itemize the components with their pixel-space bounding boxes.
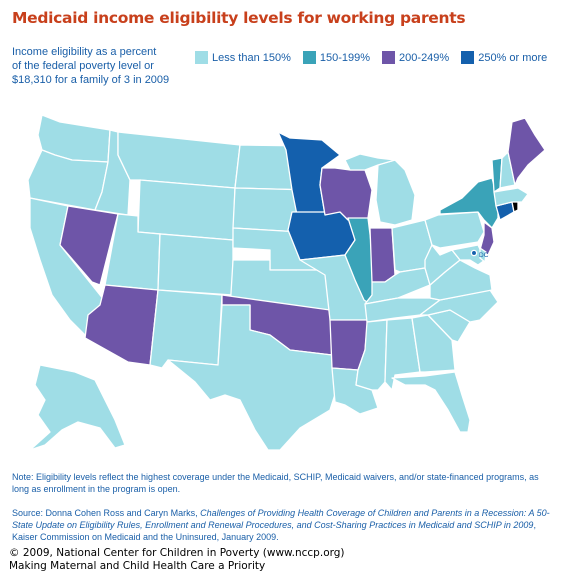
state-MI — [375, 159, 416, 226]
legend-item: Less than 150% — [195, 51, 291, 64]
state-ME — [507, 117, 546, 186]
legend-swatch — [461, 51, 475, 64]
state-WY — [137, 179, 236, 241]
state-IN — [369, 227, 396, 283]
source-title: Challenges of Providing Health Coverage … — [12, 508, 550, 530]
source: Source: Donna Cohen Ross and Caryn Marks… — [12, 507, 552, 543]
subtitle: Income eligibility as a percent of the f… — [12, 45, 182, 87]
source-suffix: , Kaiser Commission on Medicaid and the … — [12, 520, 536, 542]
state-MT — [117, 131, 241, 189]
state-AK — [29, 364, 126, 451]
chart-title: Medicaid income eligibility levels for w… — [12, 9, 466, 27]
legend-label: 150-199% — [319, 51, 371, 64]
legend-label: 200-249% — [399, 51, 450, 64]
state-MI-upper — [344, 153, 396, 171]
legend-swatch — [382, 51, 396, 64]
legend-swatch — [195, 51, 208, 64]
us-map: DC — [27, 114, 546, 451]
subtitle-line: Income eligibility as a percent — [12, 46, 157, 58]
state-PA — [424, 211, 485, 249]
state-FL — [391, 371, 471, 433]
legend-item: 250% or more — [461, 51, 547, 64]
state-IA — [287, 211, 356, 261]
note: Note: Eligibility levels reflect the hig… — [12, 472, 539, 494]
state-NY — [439, 177, 499, 229]
legend-label: 250% or more — [478, 51, 548, 64]
state-MA — [493, 187, 529, 207]
tagline: Making Maternal and Child Health Care a … — [9, 560, 266, 572]
copyright-line: © 2009, National Center for Children in … — [9, 547, 345, 559]
state-NJ — [479, 221, 495, 256]
state-WI — [319, 167, 373, 221]
state-MD — [451, 244, 486, 266]
state-NC — [419, 289, 499, 323]
legend-item: 150-199% — [302, 51, 371, 64]
legend: Less than 150% 150-199% 200-249% 250% or… — [195, 51, 559, 64]
legend-swatch — [302, 51, 316, 64]
state-NM — [149, 289, 223, 369]
footer: © 2009, National Center for Children in … — [9, 547, 345, 573]
subtitle-line: $18,310 for a family of 3 in 2009 — [12, 74, 170, 86]
legend-label: Less than 150% — [212, 51, 291, 64]
state-CO — [157, 233, 234, 296]
state-TX — [167, 304, 339, 451]
source-prefix: Source: Donna Cohen Ross and Caryn Marks… — [12, 508, 201, 518]
state-NV — [59, 205, 119, 286]
legend-item: 200-249% — [382, 51, 449, 64]
dc-label: DC — [479, 252, 489, 259]
state-DE — [479, 247, 487, 263]
state-DC — [470, 249, 478, 257]
subtitle-line: of the federal poverty level or — [12, 60, 154, 72]
